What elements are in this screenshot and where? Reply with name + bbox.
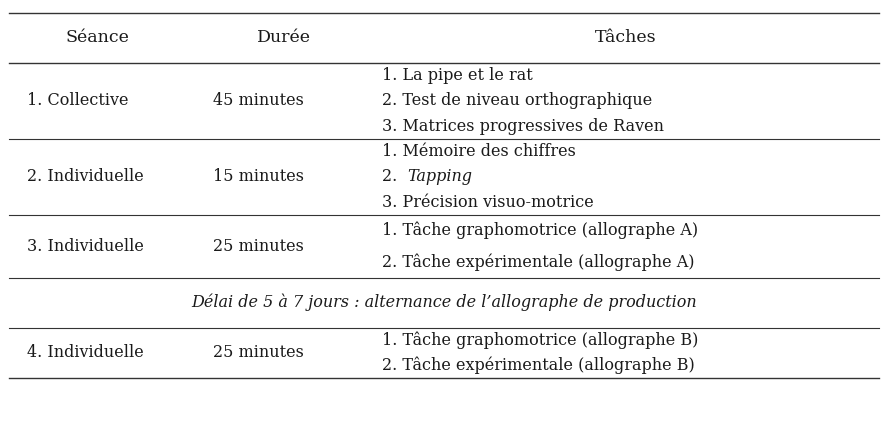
Text: 3. Précision visuo-motrice: 3. Précision visuo-motrice	[382, 194, 593, 210]
Text: 2. Individuelle: 2. Individuelle	[27, 168, 143, 185]
Text: 25 minutes: 25 minutes	[213, 344, 304, 361]
Text: 1. Mémoire des chiffres: 1. Mémoire des chiffres	[382, 143, 575, 160]
Text: 2. Tâche expérimentale (allographe B): 2. Tâche expérimentale (allographe B)	[382, 356, 694, 374]
Text: 25 minutes: 25 minutes	[213, 238, 304, 255]
Text: 3. Individuelle: 3. Individuelle	[27, 238, 144, 255]
Text: 2.: 2.	[382, 168, 402, 185]
Text: Tapping: Tapping	[408, 168, 472, 185]
Text: 1. La pipe et le rat: 1. La pipe et le rat	[382, 67, 533, 84]
Text: Durée: Durée	[258, 30, 311, 46]
Text: 1. Tâche graphomotrice (allographe B): 1. Tâche graphomotrice (allographe B)	[382, 332, 698, 349]
Text: 2. Tâche expérimentale (allographe A): 2. Tâche expérimentale (allographe A)	[382, 253, 694, 271]
Text: 3. Matrices progressives de Raven: 3. Matrices progressives de Raven	[382, 118, 664, 135]
Text: 2. Test de niveau orthographique: 2. Test de niveau orthographique	[382, 92, 652, 109]
Text: Tâches: Tâches	[595, 30, 657, 46]
Text: 4. Individuelle: 4. Individuelle	[27, 344, 143, 361]
Text: Délai de 5 à 7 jours : alternance de l’allographe de production: Délai de 5 à 7 jours : alternance de l’a…	[191, 294, 697, 312]
Text: 45 minutes: 45 minutes	[213, 92, 304, 109]
Text: Séance: Séance	[66, 30, 130, 46]
Text: 15 minutes: 15 minutes	[213, 168, 304, 185]
Text: 1. Tâche graphomotrice (allographe A): 1. Tâche graphomotrice (allographe A)	[382, 222, 698, 239]
Text: 1. Collective: 1. Collective	[27, 92, 128, 109]
